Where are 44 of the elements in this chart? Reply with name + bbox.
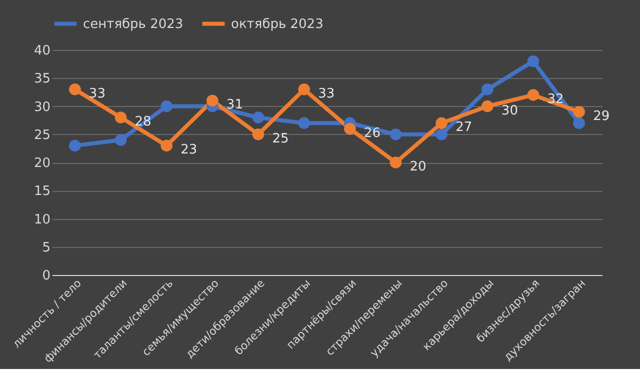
point bbox=[69, 83, 81, 96]
point bbox=[298, 117, 310, 130]
data-label: 31 bbox=[226, 98, 243, 113]
point bbox=[160, 140, 172, 152]
point bbox=[390, 128, 402, 140]
y-tick-label: 0 bbox=[42, 268, 50, 284]
y-tick-label: 35 bbox=[34, 72, 50, 87]
point bbox=[114, 112, 127, 124]
point bbox=[344, 122, 356, 135]
y-tick-label: 25 bbox=[34, 128, 50, 143]
data-label: 33 bbox=[88, 86, 106, 102]
point bbox=[114, 134, 127, 146]
y-tick-label: 30 bbox=[34, 100, 50, 115]
point bbox=[527, 55, 540, 68]
y-tick-label: 5 bbox=[42, 240, 50, 256]
data-label: 25 bbox=[272, 131, 289, 146]
data-label: 33 bbox=[318, 86, 335, 102]
data-label: 23 bbox=[180, 142, 198, 158]
y-tick-label: 10 bbox=[34, 212, 50, 228]
point bbox=[482, 100, 494, 112]
legend-label: октябрь 2023 bbox=[231, 16, 324, 32]
point bbox=[573, 117, 585, 130]
point bbox=[436, 128, 448, 140]
point bbox=[298, 83, 310, 96]
point bbox=[482, 83, 494, 96]
point bbox=[252, 128, 264, 140]
data-label: 30 bbox=[501, 103, 518, 118]
y-tick-label: 40 bbox=[34, 44, 50, 58]
point bbox=[390, 156, 402, 168]
point bbox=[252, 112, 264, 124]
point bbox=[436, 117, 448, 130]
point bbox=[160, 100, 172, 112]
legend-label: сентябрь 2023 bbox=[83, 16, 184, 32]
data-label: 29 bbox=[593, 108, 610, 124]
point bbox=[69, 140, 81, 152]
y-tick-label: 20 bbox=[34, 156, 50, 171]
y-tick-label: 15 bbox=[34, 184, 50, 200]
point bbox=[527, 89, 540, 101]
data-label: 32 bbox=[547, 92, 564, 107]
data-label: 27 bbox=[456, 120, 472, 136]
point bbox=[573, 106, 585, 118]
data-label: 20 bbox=[410, 160, 426, 174]
data-label: 26 bbox=[364, 126, 380, 141]
point bbox=[206, 94, 218, 107]
